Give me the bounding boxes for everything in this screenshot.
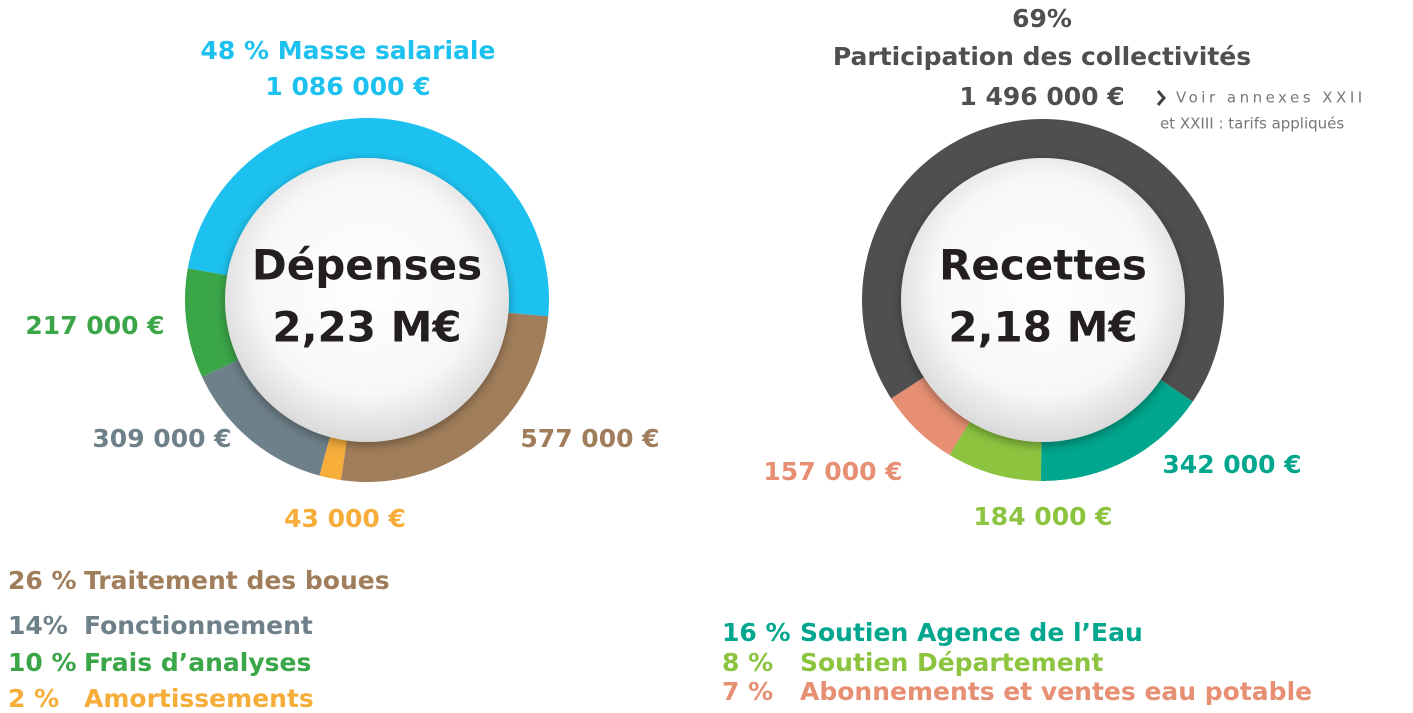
slice-label: Participation des collectivités — [833, 42, 1251, 71]
legend-percent: 26 % — [8, 566, 77, 595]
legend-percent: 10 % — [8, 648, 77, 677]
legend-name: Fonctionnement — [84, 611, 313, 640]
donut-slice — [319, 435, 347, 481]
slice-label: 69% — [1012, 4, 1072, 33]
value-label: 43 000 € — [284, 504, 406, 533]
value-label: 577 000 € — [520, 424, 659, 453]
donut-slice — [1040, 378, 1193, 481]
legend-name: Abonnements et ventes eau potable — [800, 677, 1312, 706]
value-label: 184 000 € — [973, 502, 1112, 531]
legend-name: Traitement des boues — [84, 566, 390, 595]
donut-slice — [202, 359, 331, 476]
legend-name: Soutien Agence de l’Eau — [800, 618, 1143, 647]
center-disc — [901, 158, 1185, 442]
legend-percent: 2 % — [8, 684, 59, 713]
legend-percent: 14% — [8, 611, 68, 640]
donut-slice — [862, 119, 1224, 402]
value-label: 309 000 € — [92, 424, 231, 453]
legend-percent: 7 % — [722, 677, 773, 706]
legend-percent: 8 % — [722, 648, 773, 677]
slice-percent: 48 % — [201, 36, 270, 65]
donut-slice — [187, 117, 549, 317]
legend-name: Amortissements — [84, 684, 314, 713]
legend-percent: 16 % — [722, 618, 791, 647]
legend-name: Frais d’analyses — [84, 648, 311, 677]
chevron-icon — [1156, 90, 1166, 106]
value-label: 217 000 € — [25, 311, 164, 340]
slice-name: Masse salariale — [278, 36, 496, 65]
center-total: 2,18 M€ — [948, 303, 1137, 352]
slice-label: 1 496 000 € — [959, 82, 1124, 111]
center-disc — [225, 158, 509, 442]
donut-slice — [949, 419, 1042, 481]
legend-name: Soutien Département — [800, 648, 1103, 677]
note: et XXIII : tarifs appliqués — [1160, 115, 1344, 133]
center-title: Dépenses — [252, 241, 482, 290]
center-title: Recettes — [939, 241, 1147, 290]
value-label: 342 000 € — [1162, 450, 1301, 479]
center-total: 2,23 M€ — [272, 303, 461, 352]
note: Voir annexes XXII — [1176, 89, 1366, 107]
slice-label: 48 % Masse salariale — [201, 36, 496, 65]
slice-label: 1 086 000 € — [265, 72, 430, 101]
donut-slice — [891, 376, 971, 456]
value-label: 157 000 € — [763, 457, 902, 486]
